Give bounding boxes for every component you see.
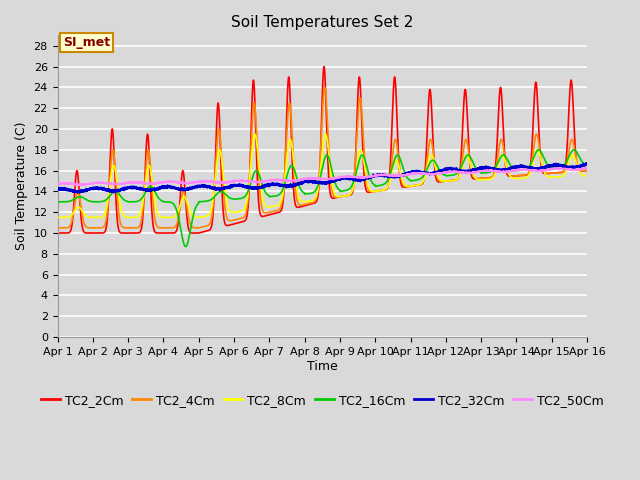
TC2_32Cm xyxy=(383,172,391,178)
TC2_4Cm xyxy=(54,225,61,231)
TC2_16Cm xyxy=(570,147,578,153)
TC2_4Cm xyxy=(533,132,541,137)
Line: TC2_8Cm: TC2_8Cm xyxy=(58,134,587,217)
TC2_32Cm xyxy=(582,160,590,166)
TC2_16Cm xyxy=(533,148,541,154)
TC2_2Cm xyxy=(583,168,591,173)
TC2_16Cm xyxy=(167,200,175,205)
TC2_4Cm xyxy=(583,168,591,173)
TC2_8Cm xyxy=(202,214,209,219)
TC2_2Cm xyxy=(320,64,328,70)
TC2_8Cm xyxy=(533,147,541,153)
TC2_50Cm xyxy=(202,179,209,184)
Title: Soil Temperatures Set 2: Soil Temperatures Set 2 xyxy=(231,15,413,30)
TC2_2Cm xyxy=(383,186,391,192)
TC2_16Cm xyxy=(583,162,591,168)
TC2_16Cm xyxy=(202,198,209,204)
Text: SI_met: SI_met xyxy=(63,36,110,49)
TC2_50Cm xyxy=(167,179,175,184)
TC2_16Cm xyxy=(383,179,391,184)
TC2_2Cm xyxy=(167,230,175,236)
TC2_4Cm xyxy=(383,185,391,191)
Line: TC2_50Cm: TC2_50Cm xyxy=(58,168,587,185)
TC2_50Cm xyxy=(583,165,591,171)
Line: TC2_16Cm: TC2_16Cm xyxy=(58,150,587,247)
TC2_8Cm xyxy=(321,132,329,137)
TC2_16Cm xyxy=(182,244,189,250)
TC2_32Cm xyxy=(54,185,61,191)
X-axis label: Time: Time xyxy=(307,360,338,372)
TC2_4Cm xyxy=(583,168,591,173)
TC2_2Cm xyxy=(533,87,541,93)
TC2_32Cm xyxy=(583,161,591,167)
TC2_8Cm xyxy=(383,185,391,191)
TC2_4Cm xyxy=(374,188,381,194)
TC2_50Cm xyxy=(54,180,61,186)
TC2_50Cm xyxy=(583,165,591,171)
TC2_50Cm xyxy=(383,171,391,177)
TC2_32Cm xyxy=(74,190,82,195)
TC2_8Cm xyxy=(374,188,381,194)
TC2_16Cm xyxy=(583,162,591,168)
Line: TC2_2Cm: TC2_2Cm xyxy=(58,67,587,233)
TC2_16Cm xyxy=(374,183,381,189)
TC2_50Cm xyxy=(533,168,541,174)
TC2_8Cm xyxy=(167,215,175,220)
TC2_4Cm xyxy=(202,224,209,229)
Legend: TC2_2Cm, TC2_4Cm, TC2_8Cm, TC2_16Cm, TC2_32Cm, TC2_50Cm: TC2_2Cm, TC2_4Cm, TC2_8Cm, TC2_16Cm, TC2… xyxy=(36,389,608,412)
TC2_32Cm xyxy=(533,165,541,171)
TC2_32Cm xyxy=(374,172,381,178)
Line: TC2_32Cm: TC2_32Cm xyxy=(58,163,587,192)
TC2_2Cm xyxy=(583,168,591,173)
TC2_32Cm xyxy=(583,161,591,167)
Line: TC2_4Cm: TC2_4Cm xyxy=(58,87,587,228)
TC2_50Cm xyxy=(73,182,81,188)
TC2_8Cm xyxy=(583,173,591,179)
TC2_2Cm xyxy=(202,228,209,234)
TC2_4Cm xyxy=(167,225,175,231)
TC2_32Cm xyxy=(202,184,209,190)
TC2_16Cm xyxy=(54,199,61,204)
TC2_8Cm xyxy=(583,173,591,179)
TC2_50Cm xyxy=(582,165,590,170)
TC2_8Cm xyxy=(54,215,61,220)
TC2_2Cm xyxy=(54,230,61,236)
TC2_50Cm xyxy=(374,172,381,178)
TC2_4Cm xyxy=(321,84,328,90)
TC2_2Cm xyxy=(374,188,381,194)
TC2_32Cm xyxy=(167,184,175,190)
Y-axis label: Soil Temperature (C): Soil Temperature (C) xyxy=(15,122,28,251)
